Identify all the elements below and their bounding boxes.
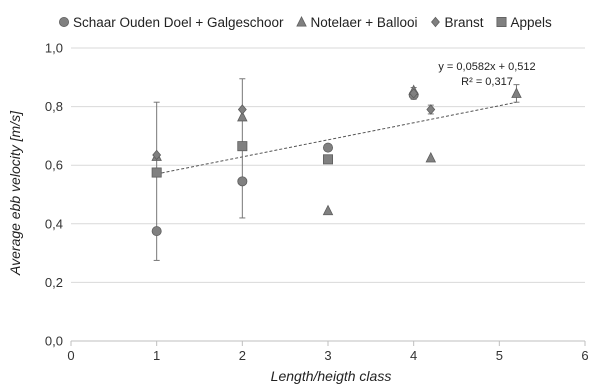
legend-label: Branst xyxy=(444,15,483,30)
y-tick-label: 0,8 xyxy=(45,99,63,114)
y-tick-label: 0,4 xyxy=(45,216,63,231)
x-tick-label: 3 xyxy=(324,348,331,363)
error-bars xyxy=(153,78,520,261)
trendline-r-squared: R² = 0,317 xyxy=(461,76,513,88)
data-point-diamond xyxy=(152,149,162,161)
data-point-square xyxy=(322,154,333,165)
x-tick-label: 5 xyxy=(496,348,503,363)
trendline xyxy=(156,101,517,175)
legend-marker-triangle xyxy=(296,16,307,27)
x-tick-label: 0 xyxy=(67,348,74,363)
data-point-square xyxy=(151,167,162,178)
data-point-triangle xyxy=(322,204,334,216)
data-point-diamond xyxy=(409,88,419,99)
x-tick-label: 2 xyxy=(239,348,246,363)
y-tick-label: 0,2 xyxy=(45,275,63,290)
legend: Schaar Ouden Doel + Galgeschoor Notelaer … xyxy=(59,15,552,30)
trendline-equation: y = 0,0582x + 0,512 xyxy=(438,61,535,73)
legend-label: Appels xyxy=(511,15,553,30)
legend-label: Notelaer + Ballooi xyxy=(311,15,418,30)
data-point-circle xyxy=(237,176,248,187)
data-point-triangle xyxy=(237,110,248,122)
data-point-diamond xyxy=(237,104,247,115)
x-tick-label: 6 xyxy=(581,348,588,363)
data-point-diamond xyxy=(426,104,436,115)
y-axis-ticks: 0,0 0,2 0,4 0,6 0,8 1,0 xyxy=(45,41,63,349)
legend-marker-diamond xyxy=(431,16,440,28)
data-point-circle xyxy=(151,226,162,237)
x-axis-ticks: 0 1 2 3 4 5 6 xyxy=(67,341,589,363)
legend-marker-square xyxy=(496,16,507,27)
legend-marker-circle xyxy=(59,16,70,27)
data-point-circle xyxy=(322,142,333,153)
data-point-triangle xyxy=(425,151,437,163)
data-points xyxy=(151,84,522,237)
x-tick-label: 1 xyxy=(153,348,160,363)
y-tick-label: 0,0 xyxy=(45,334,63,349)
data-point-square xyxy=(237,141,248,152)
x-tick-label: 4 xyxy=(410,348,417,363)
trendline-path xyxy=(156,101,517,175)
x-axis-title: Length/heigth class xyxy=(271,368,392,384)
data-point-triangle xyxy=(511,87,522,98)
y-axis-title: Average ebb velocity [m/s] xyxy=(7,110,23,276)
y-tick-label: 0,6 xyxy=(45,158,63,173)
y-tick-label: 1,0 xyxy=(45,41,63,56)
legend-label: Schaar Ouden Doel + Galgeschoor xyxy=(73,15,284,30)
